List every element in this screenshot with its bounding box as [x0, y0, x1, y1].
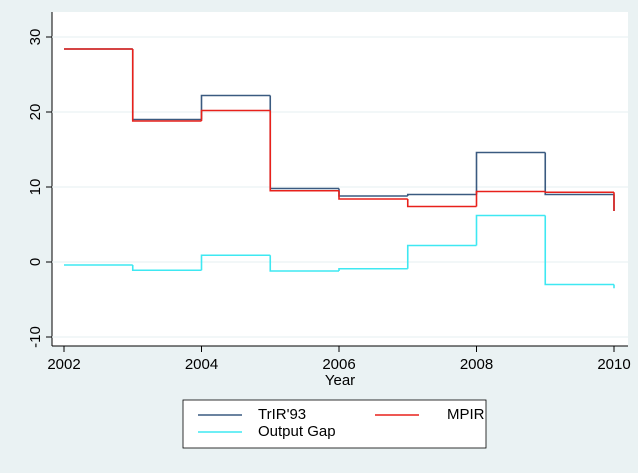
step-segment	[544, 191, 614, 194]
step-segment	[406, 199, 477, 208]
x-tick-label: 2006	[322, 356, 355, 373]
step-segment	[544, 215, 614, 286]
step-segment	[131, 265, 202, 272]
step-segment	[200, 254, 271, 271]
step-segment	[338, 267, 408, 271]
x-tick-label: 2010	[597, 356, 630, 373]
legend	[182, 399, 487, 449]
step-segment	[269, 110, 339, 192]
step-segment	[544, 152, 614, 196]
plot-area	[52, 12, 628, 346]
step-segment	[200, 109, 271, 121]
step-segment	[269, 255, 339, 272]
y-tick-label: 20	[27, 104, 44, 121]
y-tick-label: -10	[27, 326, 44, 348]
legend-label: MPIR	[447, 406, 485, 423]
legend-label: TrIR'93	[258, 406, 306, 423]
step-segment	[338, 190, 408, 200]
y-tick-label: 10	[27, 179, 44, 196]
step-segment	[475, 151, 546, 195]
legend-label: Output Gap	[258, 423, 336, 440]
step-segment	[131, 49, 202, 122]
step-segment	[475, 190, 546, 207]
x-tick-label: 2008	[460, 356, 493, 373]
x-axis-label: Year	[325, 372, 355, 389]
x-tick-label: 2002	[47, 356, 80, 373]
step-segment	[406, 244, 477, 269]
x-tick-label: 2004	[185, 356, 218, 373]
step-segment	[406, 193, 477, 196]
y-tick-label: 30	[27, 29, 44, 46]
y-tick-label: 0	[27, 258, 44, 266]
step-segment	[475, 214, 546, 246]
